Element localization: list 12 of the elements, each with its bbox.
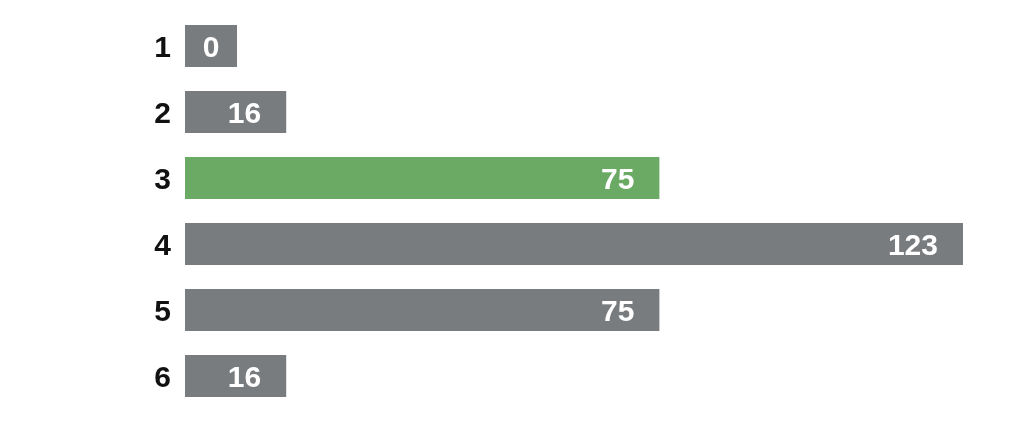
data-label: 16 [227, 359, 262, 393]
data-label: 123 [887, 227, 938, 261]
data-label: 16 [227, 95, 262, 129]
y-tick-label: 4 [154, 227, 172, 261]
y-tick-label: 5 [154, 293, 171, 327]
y-tick-label: 2 [154, 95, 171, 129]
data-label: 75 [601, 161, 635, 195]
data-label: 75 [601, 293, 635, 327]
y-tick-label: 6 [154, 359, 171, 393]
y-tick-label: 3 [154, 161, 171, 195]
data-label: 0 [202, 29, 220, 63]
y-tick-label: 1 [154, 29, 171, 63]
